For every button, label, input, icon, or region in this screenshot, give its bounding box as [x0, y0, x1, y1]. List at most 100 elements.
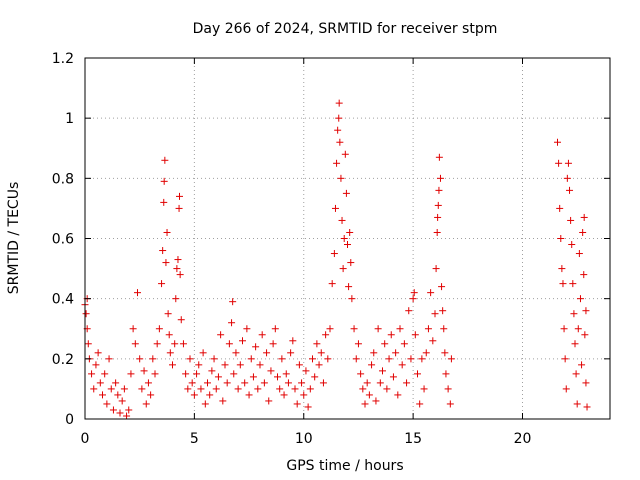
data-point [160, 177, 168, 185]
data-point [447, 355, 455, 363]
data-point [298, 379, 306, 387]
data-point [405, 307, 413, 315]
data-point [230, 370, 238, 378]
data-point [107, 385, 115, 393]
data-point [177, 316, 185, 324]
data-point [197, 385, 205, 393]
data-point [162, 259, 170, 267]
data-point [239, 337, 246, 345]
data-point [271, 325, 279, 333]
data-point [206, 391, 214, 399]
data-point [354, 340, 362, 348]
data-point [556, 204, 564, 212]
data-point [214, 373, 222, 381]
data-point [153, 340, 161, 348]
data-point [389, 373, 397, 381]
data-point [204, 379, 211, 387]
data-point [381, 340, 389, 348]
data-point [114, 391, 122, 399]
data-point [252, 343, 260, 351]
data-point [267, 367, 275, 375]
y-tick-label: 0 [65, 412, 74, 428]
data-point [309, 355, 316, 363]
data-point [258, 331, 266, 339]
data-point [280, 391, 288, 399]
data-point [269, 340, 277, 348]
data-point [444, 385, 452, 393]
data-point [160, 198, 168, 206]
data-point [396, 325, 404, 333]
data-point [159, 247, 167, 255]
data-point [409, 295, 417, 303]
data-point [570, 310, 578, 318]
data-point [340, 235, 348, 242]
data-point [361, 400, 369, 408]
data-point [176, 192, 183, 200]
data-point [572, 370, 580, 378]
data-point [120, 385, 128, 393]
data-point [567, 216, 575, 224]
data-point [243, 325, 251, 333]
data-point [564, 159, 572, 167]
data-point [105, 355, 113, 363]
data-point [184, 385, 192, 393]
data-point [201, 400, 209, 408]
data-point [560, 325, 568, 333]
chart-title: Day 266 of 2024, SRMTID for receiver stp… [193, 21, 498, 37]
data-point [245, 391, 253, 399]
y-tick-label: 0.8 [52, 171, 74, 187]
data-point [195, 361, 203, 369]
data-point [254, 385, 262, 393]
data-point [334, 126, 342, 134]
data-point [317, 349, 325, 357]
data-point [263, 349, 271, 357]
data-point [346, 228, 354, 236]
data-point [282, 370, 290, 378]
data-point [422, 349, 430, 357]
data-point [151, 370, 159, 378]
data-point [116, 409, 124, 417]
data-point [96, 379, 104, 387]
data-point [400, 340, 408, 348]
data-point [446, 400, 454, 408]
data-point [379, 367, 386, 375]
data-point [94, 349, 102, 357]
data-point [165, 331, 173, 339]
x-tick-label: 20 [514, 431, 532, 447]
data-point [392, 349, 400, 357]
data-point [174, 256, 182, 264]
data-point [583, 403, 591, 411]
data-point [554, 138, 561, 146]
data-point [350, 325, 358, 333]
data-point [109, 406, 117, 414]
data-point [199, 349, 207, 357]
data-point [431, 310, 439, 318]
data-point [149, 355, 157, 363]
data-point [265, 397, 273, 405]
data-point [125, 406, 133, 414]
data-point [223, 379, 231, 387]
data-point [376, 379, 384, 387]
data-point [175, 204, 183, 212]
data-point [142, 400, 150, 408]
data-point [172, 295, 180, 303]
data-point [434, 213, 442, 221]
data-point [574, 325, 582, 333]
data-point [112, 379, 120, 387]
data-point [260, 379, 268, 387]
data-point [558, 265, 566, 273]
data-point [372, 397, 380, 405]
data-point [173, 265, 181, 273]
data-point [313, 340, 321, 348]
data-point [221, 361, 229, 369]
data-point [436, 174, 444, 182]
data-point [140, 367, 148, 375]
data-point [339, 265, 347, 273]
data-point [190, 391, 198, 399]
data-point [441, 349, 449, 357]
data-point [569, 280, 577, 288]
data-point [580, 213, 588, 221]
data-point [403, 379, 411, 387]
data-point [99, 391, 106, 399]
data-point [333, 159, 341, 167]
